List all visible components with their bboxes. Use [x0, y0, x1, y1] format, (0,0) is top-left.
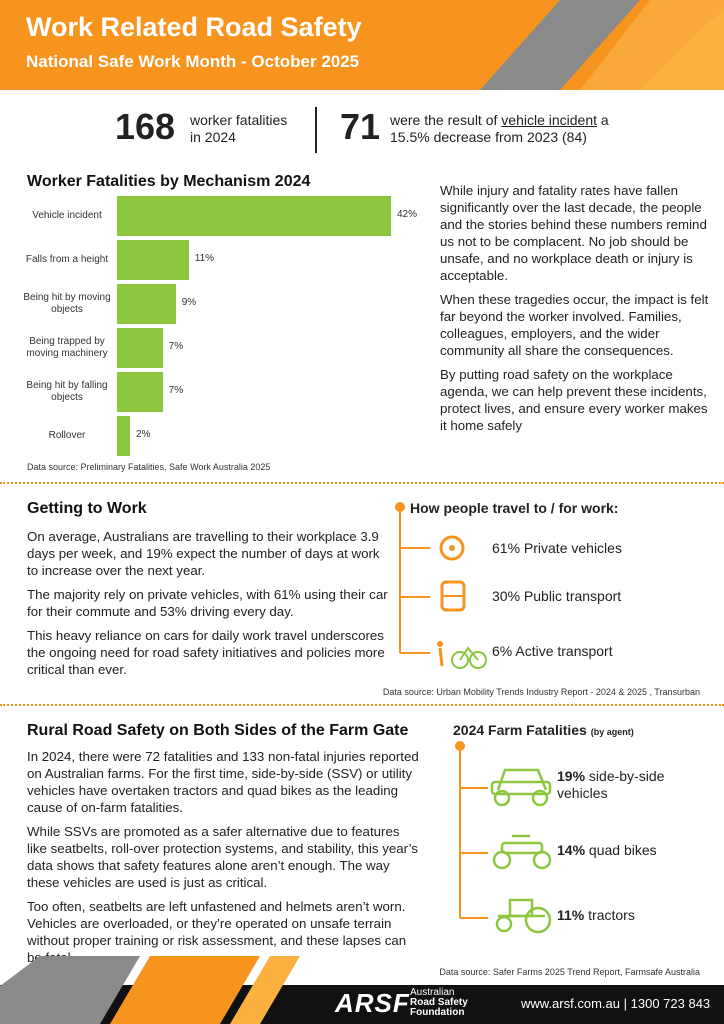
value-label: 7%	[168, 385, 184, 396]
percent: 19%	[557, 768, 586, 784]
bar	[117, 196, 391, 236]
stat-text: worker fatalities in 2024	[190, 112, 288, 145]
paragraph: By putting road safety on the workplace …	[440, 367, 708, 433]
category-label: Vehicle incident	[32, 210, 102, 221]
category-label: Rollover	[48, 430, 86, 441]
bar	[117, 240, 189, 280]
footer-band	[0, 956, 724, 1024]
paragraph: The majority rely on private vehicles, w…	[27, 587, 388, 619]
category-label: Being trapped by moving machinery	[26, 336, 108, 359]
value-label: 2%	[136, 429, 151, 440]
phone: 1300 723 843	[630, 996, 711, 1011]
value-label: 7%	[168, 341, 184, 352]
percent: 14%	[557, 842, 586, 858]
value-label: 42%	[397, 209, 418, 220]
farm-item: 14% quad bikes	[557, 842, 657, 858]
bar	[117, 328, 163, 368]
farm-item: 19% side-by-side vehicles	[557, 768, 687, 802]
subtitle: National Safe Work Month - October 2025	[26, 52, 360, 71]
separator: |	[623, 996, 627, 1011]
paragraph: This heavy reliance on cars for daily wo…	[27, 628, 385, 677]
title: Work Related Road Safety	[26, 12, 362, 42]
travel-icons	[395, 502, 487, 669]
intro-text: While injury and fatality rates have fal…	[440, 182, 710, 441]
travel-title: How people travel to / for work:	[410, 500, 619, 516]
percent: 11%	[557, 907, 585, 923]
stat-text: were the result of vehicle incident a 15…	[390, 112, 630, 146]
section-text: In 2024, there were 72 fatalities and 13…	[27, 748, 422, 973]
value-label: 9%	[181, 297, 197, 308]
farm-title: 2024 Farm Fatalities (by agent)	[453, 722, 634, 738]
paragraph: On average, Australians are travelling t…	[27, 529, 380, 578]
logo: ARSF	[335, 988, 410, 1018]
separator	[0, 482, 724, 484]
chart: Vehicle incident 42% Falls from a height 11…	[0, 0, 430, 470]
text: were the result of	[390, 112, 498, 128]
farm-item: 11% tractors	[557, 907, 635, 923]
paragraph: While injury and fatality rates have fal…	[440, 183, 707, 283]
travel-item: 61% Private vehicles	[492, 540, 622, 556]
section-text: On average, Australians are travelling t…	[27, 528, 392, 685]
text: Road Safety	[410, 997, 468, 1008]
bar	[117, 372, 163, 412]
text: Australian	[410, 987, 455, 998]
category-label: Being hit by falling objects	[26, 380, 108, 403]
stat-number: 168	[115, 106, 176, 147]
paragraph: In 2024, there were 72 fatalities and 13…	[27, 749, 419, 815]
chart-title: Worker Fatalities by Mechanism 2024	[27, 173, 311, 190]
text: a 15.5% decrease from 2023 (84)	[390, 112, 609, 145]
travel-item: 6% Active transport	[492, 643, 613, 659]
link-text: vehicle incident	[501, 112, 598, 128]
travel-item: 30% Public transport	[492, 588, 622, 604]
text: Foundation	[410, 1007, 465, 1018]
text: (by agent)	[590, 727, 634, 737]
header-band	[0, 0, 724, 90]
category-label: Falls from a height	[25, 254, 109, 265]
category-label: Being hit by moving objects	[23, 292, 111, 315]
label: side-by-side vehicles	[557, 768, 665, 801]
stat-number: 71	[340, 106, 381, 147]
source: Data source: Urban Mobility Trends Indus…	[382, 687, 700, 697]
divider	[315, 107, 317, 153]
section-heading: Getting to Work	[27, 500, 147, 517]
farm-icons	[455, 741, 552, 934]
value-label: 11%	[194, 253, 215, 264]
contact: www.arsf.com.au | 1300 723 843	[521, 996, 710, 1011]
bar	[117, 284, 176, 324]
source: Data source: Safer Farms 2025 Trend Repo…	[439, 967, 700, 977]
text: 2024 Farm Fatalities	[453, 722, 587, 738]
label: tractors	[588, 907, 635, 923]
source: Data source: Preliminary Fatalities, Saf…	[27, 462, 271, 472]
paragraph: While SSVs are promoted as a safer alter…	[27, 824, 418, 890]
paragraph: When these tragedies occur, the impact i…	[440, 292, 709, 358]
org-name: Australian Road Safety Foundation	[410, 988, 468, 1018]
bar	[117, 416, 131, 456]
website[interactable]: www.arsf.com.au	[521, 996, 620, 1011]
label: quad bikes	[588, 842, 657, 858]
separator	[0, 704, 724, 706]
section-heading: Rural Road Safety on Both Sides of the F…	[27, 722, 409, 739]
